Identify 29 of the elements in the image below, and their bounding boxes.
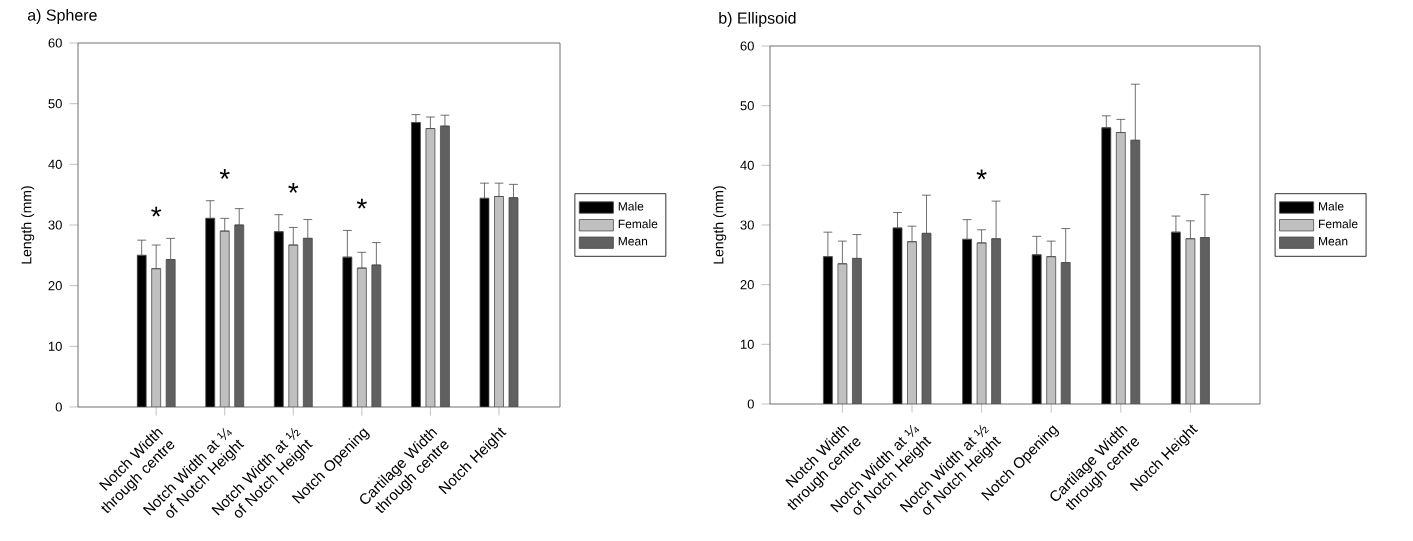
legend-label: Mean <box>618 237 648 246</box>
annotation: * <box>219 169 230 179</box>
y-tick-label: 30 <box>48 220 62 230</box>
chart-title: b) Ellipsoid <box>719 12 796 27</box>
annotation: * <box>976 169 987 180</box>
y-tick-label: 50 <box>48 99 62 109</box>
annotation: * <box>356 198 367 209</box>
y-axis-title: Length (mm) <box>21 186 35 264</box>
y-tick-label: 40 <box>740 160 754 170</box>
chart-title: a) Sphere <box>27 9 97 24</box>
legend-label: Female <box>618 219 658 229</box>
y-tick-label: 30 <box>740 220 754 230</box>
y-tick-label: 60 <box>740 41 754 51</box>
annotation: * <box>151 206 162 217</box>
y-tick-label: 50 <box>740 101 754 111</box>
y-tick-label: 0 <box>747 399 754 409</box>
legend-label: Male <box>1319 201 1344 211</box>
y-tick-label: 40 <box>48 159 62 169</box>
y-tick-label: 60 <box>48 38 62 48</box>
y-axis-title: Length (mm) <box>713 186 727 264</box>
legend-label: Male <box>618 201 644 211</box>
annotation: * <box>288 183 299 193</box>
y-tick-label: 20 <box>740 280 754 290</box>
legend-label: Mean <box>1319 237 1348 246</box>
y-tick-label: 10 <box>48 341 62 351</box>
y-tick-label: 10 <box>740 339 754 349</box>
y-tick-label: 0 <box>55 402 62 412</box>
y-tick-label: 20 <box>48 281 62 291</box>
legend-label: Female <box>1319 219 1358 229</box>
